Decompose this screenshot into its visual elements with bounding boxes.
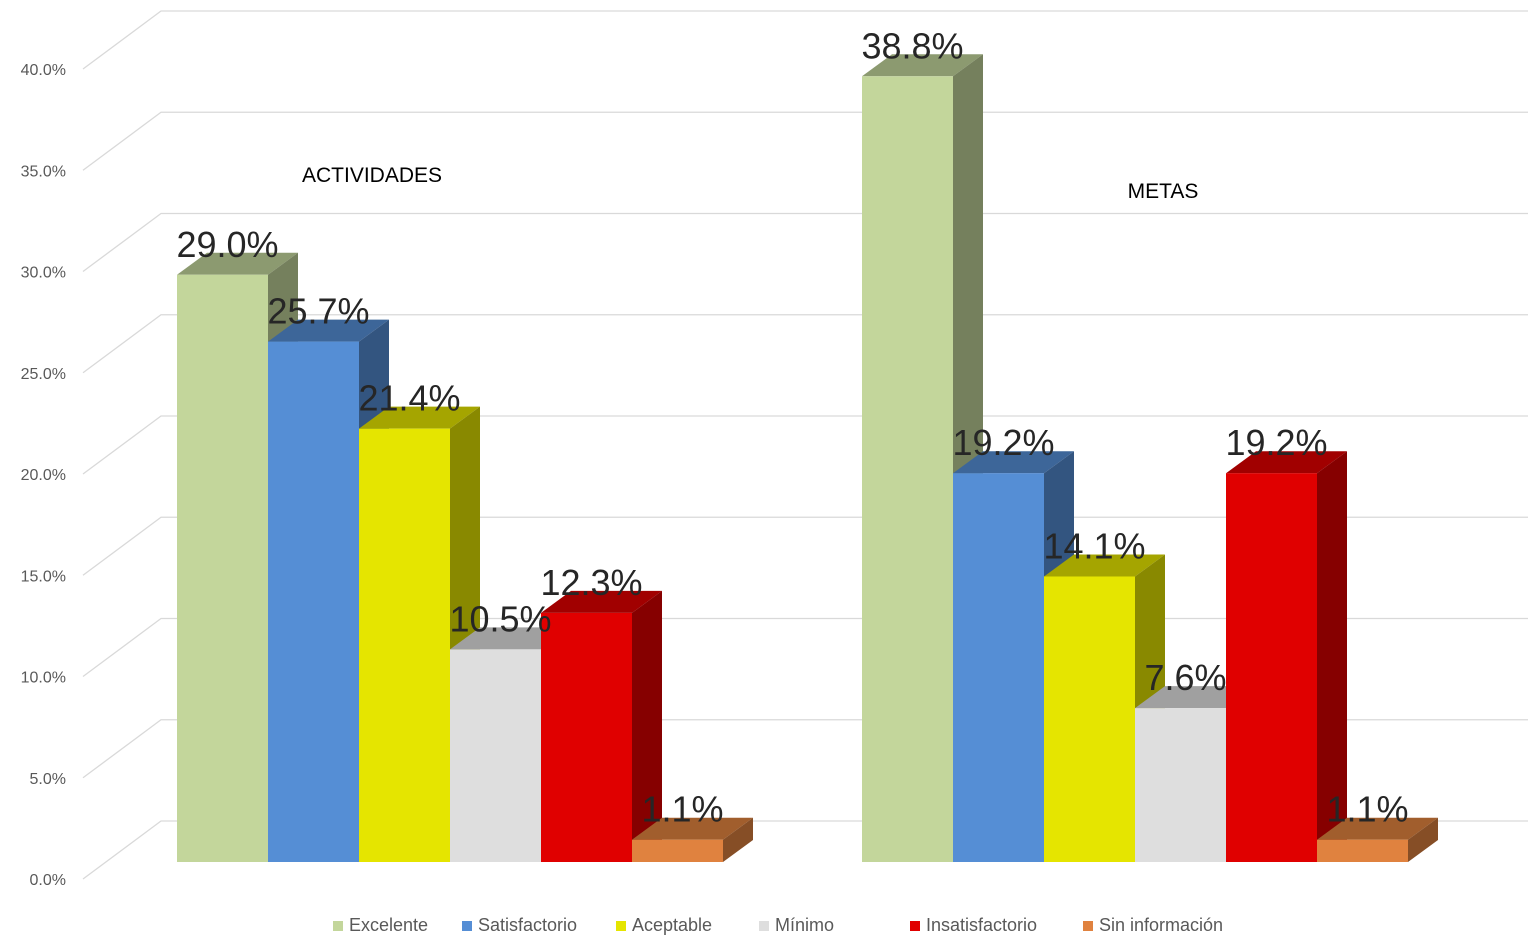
data-labels: 29.0% 25.7% 21.4% 10.5%12.3% 1.1% 38.8% 19.2% 1…	[176, 25, 1408, 829]
bar-top-face	[359, 406, 480, 429]
legend-swatch	[910, 920, 920, 931]
legend-label: Satisfactorio	[478, 915, 578, 935]
data-label: 25.7%	[267, 291, 369, 332]
data-label: 19.2%	[1225, 422, 1327, 463]
legend-swatch	[1083, 920, 1093, 931]
legend-item: Satisfactorio	[462, 915, 577, 936]
y-axis: 0.0% 5.0% 10.0% 15.0% 20.0% 25.0% 30.0% 35.0% 40…	[21, 62, 66, 889]
data-label: 7.6%	[1144, 657, 1226, 698]
legend-label: Mínimo	[775, 915, 835, 935]
bar-front-face	[953, 473, 1044, 862]
bar	[541, 590, 662, 862]
bar-top-face	[632, 817, 753, 840]
bar-top-face	[541, 590, 662, 613]
legend-item: Sin información	[1083, 915, 1223, 936]
data-label: 12.3%	[540, 562, 642, 603]
y-tick-label: 20.0%	[21, 467, 66, 484]
gridlines	[82, 10, 1528, 880]
gridline	[82, 10, 1528, 70]
bar-top-face	[268, 319, 389, 342]
bar-front-face	[1226, 473, 1317, 862]
bar-top-face	[1044, 554, 1165, 577]
bar-top-face	[450, 627, 571, 650]
bar-top-face	[177, 252, 298, 275]
bar-front-face	[359, 428, 450, 862]
bar-front-face	[632, 839, 723, 862]
bar	[1226, 451, 1347, 862]
y-tick-label: 35.0%	[21, 163, 66, 180]
gridline	[82, 314, 1528, 374]
bar-side-face	[1317, 451, 1347, 862]
bar-front-face	[268, 341, 359, 862]
data-label: 1.1%	[1326, 789, 1408, 830]
data-label: 1.1%	[641, 789, 723, 830]
bars	[177, 54, 1438, 863]
bar-front-face	[1135, 708, 1226, 862]
legend-label: Excelente	[349, 915, 429, 935]
bar-front-face	[862, 76, 953, 863]
bar-front-face	[177, 274, 268, 862]
gridline	[82, 212, 1528, 273]
legend-item: Mínimo	[759, 915, 834, 936]
bar	[953, 451, 1074, 862]
legend-swatch	[333, 920, 343, 931]
legend-swatch	[616, 920, 626, 931]
bar-top-face	[1135, 686, 1256, 709]
bar-front-face	[1044, 576, 1135, 862]
data-label: 19.2%	[952, 422, 1054, 463]
bar-top-face	[953, 451, 1074, 474]
bar-side-face	[1408, 817, 1438, 862]
bar-side-face	[632, 590, 662, 862]
legend-item: Insatisfactorio	[910, 915, 1037, 936]
bar	[1317, 817, 1438, 862]
legend-item: Aceptable	[616, 915, 712, 936]
y-tick-label: 40.0%	[21, 62, 66, 79]
bar-top-face	[862, 54, 983, 77]
bar-top-face	[1226, 451, 1347, 474]
group-title: METAS	[1128, 180, 1199, 203]
data-label: 10.5%	[449, 598, 551, 639]
data-label: 21.4%	[358, 378, 460, 419]
legend-label: Sin información	[1099, 915, 1224, 935]
legend-swatch	[462, 920, 472, 931]
bar-front-face	[450, 649, 541, 862]
group-title: ACTIVIDADES	[302, 164, 442, 187]
y-tick-label: 0.0%	[30, 872, 66, 889]
bar-top-face	[1317, 817, 1438, 840]
y-tick-label: 5.0%	[30, 771, 66, 788]
data-label: 29.0%	[176, 224, 278, 265]
legend-label: Insatisfactorio	[926, 915, 1038, 935]
data-label: 14.1%	[1043, 525, 1145, 566]
y-tick-label: 10.0%	[21, 670, 66, 687]
legend-item: Excelente	[333, 915, 428, 936]
data-label: 38.8%	[861, 25, 963, 66]
legend: Excelente Satisfactorio Aceptable Mínimo Ins…	[0, 915, 1528, 941]
gridline	[82, 111, 1528, 171]
gridline	[82, 415, 1528, 475]
group-titles: ACTIVIDADES METAS	[302, 164, 1198, 203]
bar-front-face	[541, 612, 632, 862]
y-tick-label: 25.0%	[21, 366, 66, 383]
legend-label: Aceptable	[632, 915, 713, 935]
bar-front-face	[1317, 839, 1408, 862]
y-tick-label: 30.0%	[21, 265, 66, 282]
bar	[632, 817, 753, 862]
legend-swatch	[759, 920, 769, 931]
y-tick-label: 15.0%	[21, 568, 66, 585]
bar-side-face	[723, 817, 753, 862]
